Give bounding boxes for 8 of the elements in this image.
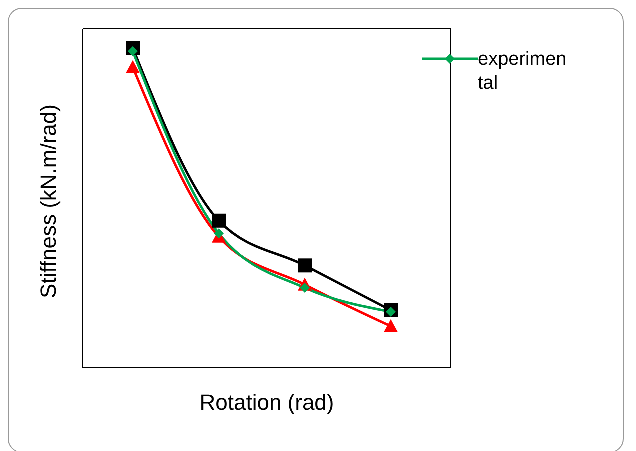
y-axis-title: Stiffness (kN.m/rad) [36, 104, 61, 298]
legend-label: experimental [478, 48, 568, 96]
point [384, 319, 398, 332]
point [214, 228, 224, 239]
point [126, 60, 140, 74]
x-axis-title: Rotation (rad) [200, 390, 334, 415]
point [212, 214, 226, 228]
point [298, 258, 312, 273]
